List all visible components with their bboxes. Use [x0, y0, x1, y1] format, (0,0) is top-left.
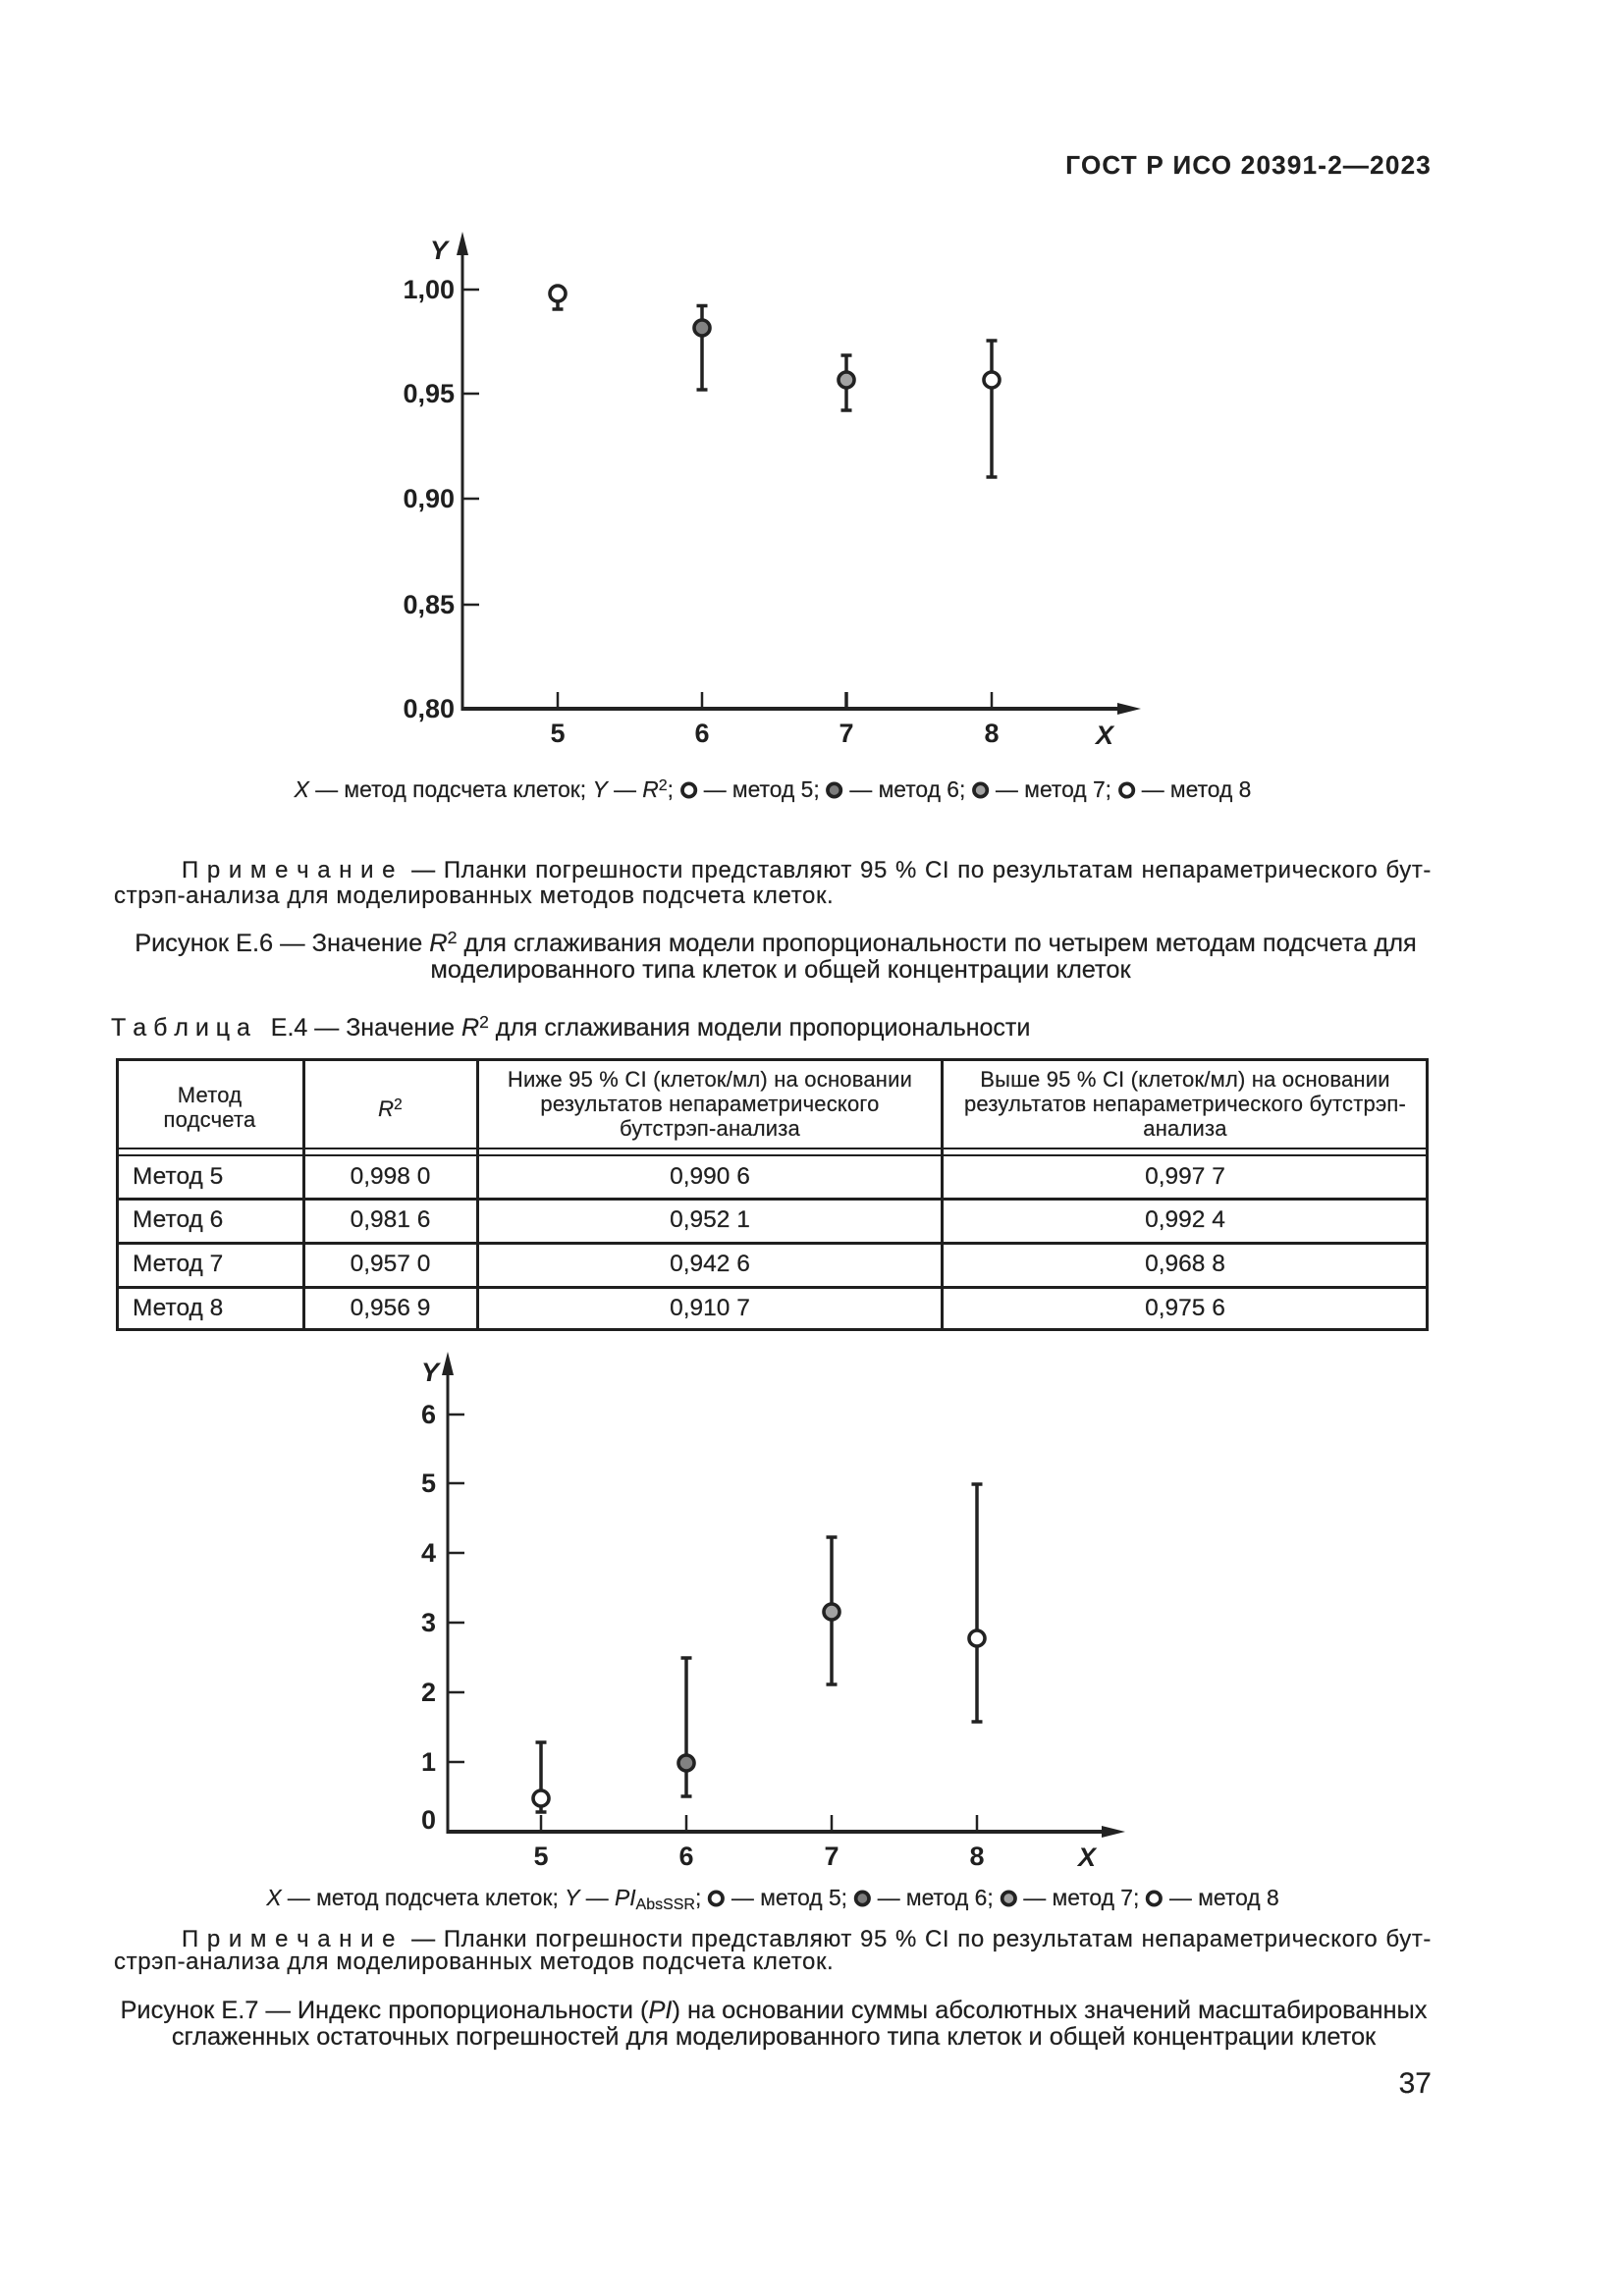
svg-text:6: 6 — [694, 719, 709, 748]
svg-text:6: 6 — [421, 1400, 436, 1429]
svg-text:5: 5 — [550, 719, 565, 748]
svg-text:2: 2 — [421, 1678, 436, 1707]
svg-text:5: 5 — [533, 1842, 548, 1871]
svg-text:Y: Y — [430, 236, 451, 265]
svg-text:4: 4 — [421, 1538, 436, 1568]
svg-text:0,80: 0,80 — [403, 694, 455, 723]
svg-text:8: 8 — [984, 719, 999, 748]
svg-text:0: 0 — [421, 1805, 436, 1835]
svg-text:0,90: 0,90 — [403, 484, 455, 513]
svg-text:1,00: 1,00 — [403, 275, 455, 304]
svg-text:8: 8 — [969, 1842, 984, 1871]
svg-text:X: X — [1094, 721, 1115, 750]
svg-text:0,85: 0,85 — [403, 590, 455, 619]
svg-text:6: 6 — [678, 1842, 693, 1871]
svg-text:X: X — [1076, 1842, 1098, 1872]
svg-text:7: 7 — [839, 719, 853, 748]
svg-text:0,95: 0,95 — [403, 379, 455, 408]
svg-text:5: 5 — [421, 1468, 436, 1498]
svg-text:1: 1 — [421, 1747, 436, 1777]
svg-text:Y: Y — [421, 1358, 442, 1387]
svg-text:7: 7 — [824, 1842, 839, 1871]
svg-text:3: 3 — [421, 1608, 436, 1637]
